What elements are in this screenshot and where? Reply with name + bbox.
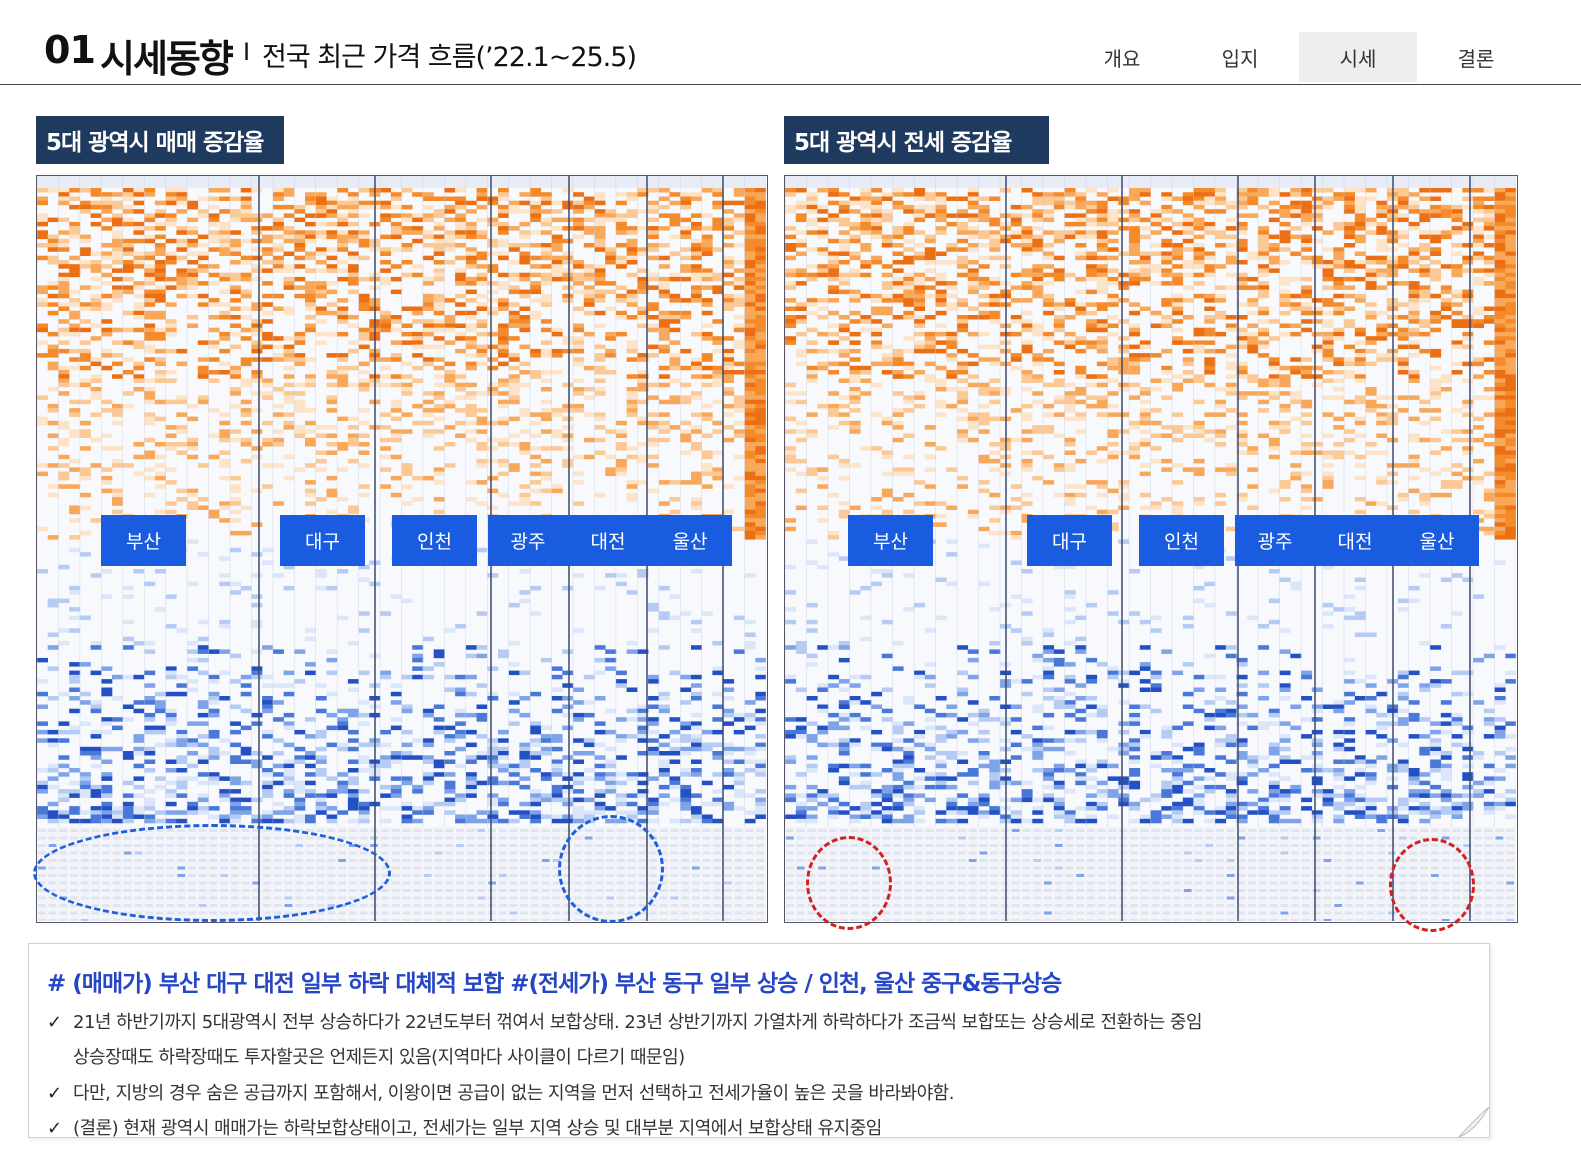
right-city-gwangju: 광주 bbox=[1235, 515, 1315, 566]
left-city-daegu: 대구 bbox=[280, 515, 365, 566]
summary-line-4: ✓ (결론) 현재 광역시 매매가는 하락보합상태이고, 전세가는 일부 지역 상… bbox=[47, 1118, 882, 1139]
left-city-incheon: 인천 bbox=[392, 515, 477, 566]
right-highlight-circle-ulsan bbox=[1389, 838, 1475, 932]
summary-heading: # (매매가) 부산 대구 대전 일부 하락 대체적 보합 #(전세가) 부산 … bbox=[47, 971, 1062, 997]
tab-overview[interactable]: 개요 bbox=[1103, 46, 1141, 71]
right-city-incheon: 인천 bbox=[1139, 515, 1224, 566]
right-city-ulsan: 울산 bbox=[1395, 515, 1479, 566]
summary-line-3: ✓ 다만, 지방의 경우 숨은 공급까지 포함해서, 이왕이면 공급이 없는 지역… bbox=[47, 1083, 954, 1104]
left-city-gwangju: 광주 bbox=[488, 515, 568, 566]
summary-note: # (매매가) 부산 대구 대전 일부 하락 대체적 보합 #(전세가) 부산 … bbox=[28, 943, 1490, 1139]
right-city-daegu: 대구 bbox=[1027, 515, 1112, 566]
page-curl-icon bbox=[1453, 1107, 1489, 1137]
left-highlight-circle-busan-daegu bbox=[33, 824, 391, 922]
left-city-daejeon: 대전 bbox=[568, 515, 648, 566]
section-number: 01 bbox=[44, 28, 96, 72]
heatmap-grid bbox=[37, 176, 766, 921]
top-nav: 개요 입지 시세 결론 bbox=[1063, 32, 1535, 82]
left-panel-label: 5대 광역시 매매 증감율 bbox=[36, 116, 284, 164]
right-highlight-circle-busan bbox=[806, 836, 892, 930]
right-panel-label: 5대 광역시 전세 증감율 bbox=[784, 116, 1049, 164]
page-header: 01 시세동향 I 전국 최근 가격 흐름(’22.1~25.5) 개요 입지 … bbox=[0, 0, 1581, 85]
right-city-busan: 부산 bbox=[848, 515, 933, 566]
left-highlight-circle-daejeon bbox=[558, 815, 664, 923]
left-city-ulsan: 울산 bbox=[648, 515, 732, 566]
check-icon: ✓ bbox=[47, 1118, 62, 1139]
check-icon: ✓ bbox=[47, 1083, 62, 1104]
summary-line-1: ✓ 21년 하반기까지 5대광역시 전부 상승하다가 22년도부터 꺾여서 보합상… bbox=[47, 1012, 1203, 1033]
title-separator: I bbox=[243, 38, 251, 66]
page-title: 시세동향 bbox=[100, 37, 234, 81]
page-subtitle: 전국 최근 가격 흐름(’22.1~25.5) bbox=[262, 42, 637, 73]
check-icon: ✓ bbox=[47, 1012, 62, 1033]
left-city-busan: 부산 bbox=[101, 515, 186, 566]
sale-heatmap-table bbox=[36, 175, 768, 923]
tab-price[interactable]: 시세 bbox=[1299, 32, 1417, 82]
right-city-daejeon: 대전 bbox=[1315, 515, 1395, 566]
tab-conclusion[interactable]: 결론 bbox=[1457, 46, 1495, 71]
summary-line-2: 상승장때도 하락장때도 투자할곳은 언제든지 있음(지역마다 사이클이 다르기 … bbox=[73, 1047, 685, 1068]
tab-location[interactable]: 입지 bbox=[1221, 46, 1259, 71]
